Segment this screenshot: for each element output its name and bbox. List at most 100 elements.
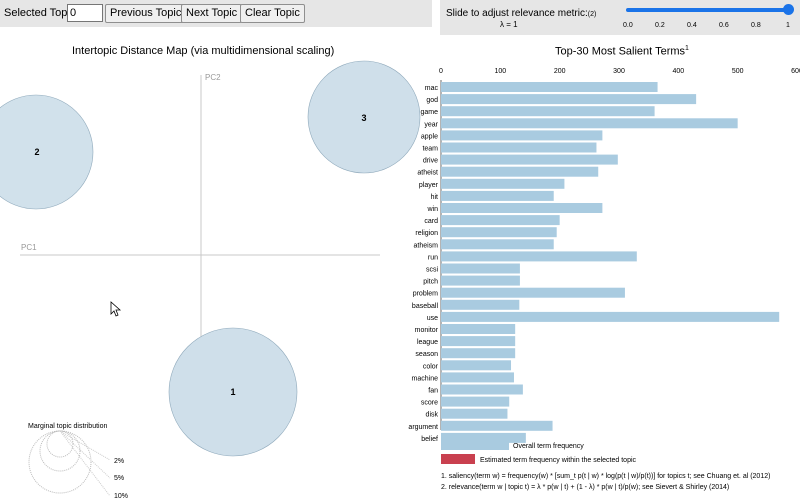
- bar-use[interactable]: [441, 311, 780, 322]
- bar-score[interactable]: [441, 396, 510, 407]
- term-label-team[interactable]: team: [422, 146, 438, 153]
- bar-apple[interactable]: [441, 130, 603, 141]
- bar-league[interactable]: [441, 336, 516, 347]
- topic-label-1: 1: [230, 387, 235, 397]
- x-tick-label: 0: [439, 68, 443, 75]
- term-label-religion[interactable]: religion: [415, 230, 438, 237]
- pc1-label: PC1: [21, 243, 37, 252]
- topic-circle-2[interactable]: [0, 94, 94, 210]
- relevance-slider-panel: Slide to adjust relevance metric:(2) λ =…: [440, 0, 800, 35]
- footnote-relevance: 2. relevance(term w | topic t) = λ * p(w…: [441, 484, 729, 491]
- relevance-slider-handle[interactable]: [783, 4, 794, 15]
- bar-god[interactable]: [441, 94, 697, 105]
- slider-tick: 0.8: [751, 22, 761, 29]
- x-tick-label: 200: [554, 68, 566, 75]
- bar-monitor[interactable]: [441, 324, 516, 334]
- term-label-season[interactable]: season: [415, 351, 438, 358]
- marginal-circle-2: [46, 430, 74, 458]
- bar-year[interactable]: [441, 118, 738, 129]
- term-label-hit[interactable]: hit: [431, 194, 438, 201]
- term-label-god[interactable]: god: [426, 97, 438, 104]
- bar-hit[interactable]: [441, 190, 554, 201]
- bar-color[interactable]: [441, 360, 512, 371]
- x-tick-label: 500: [732, 68, 744, 75]
- term-label-apple[interactable]: apple: [421, 133, 438, 140]
- bar-team[interactable]: [441, 142, 597, 153]
- bar-game[interactable]: [441, 106, 655, 117]
- term-label-year[interactable]: year: [424, 121, 438, 128]
- marginal-guide: [59, 430, 111, 461]
- marginal-circle-5: [39, 430, 81, 472]
- term-label-disk[interactable]: disk: [426, 412, 439, 419]
- term-label-league[interactable]: league: [417, 339, 438, 346]
- slider-tick: 0.4: [687, 22, 697, 29]
- term-label-atheism[interactable]: atheism: [413, 242, 438, 249]
- bar-season[interactable]: [441, 348, 516, 359]
- bar-atheist[interactable]: [441, 166, 599, 177]
- bar-player[interactable]: [441, 178, 565, 189]
- clear-topic-button[interactable]: Clear Topic: [240, 4, 305, 23]
- salient-terms-chart: 0 100 200 300 400 500 600 mac god game year apple te…: [408, 68, 800, 443]
- mouse-cursor-icon: [110, 301, 122, 317]
- term-label-win[interactable]: win: [426, 206, 438, 213]
- relevance-slider-track[interactable]: [626, 8, 788, 12]
- pc2-label: PC2: [205, 73, 221, 82]
- selected-topic-input[interactable]: [67, 4, 103, 22]
- slider-tick: 0.0: [623, 22, 633, 29]
- bar-scsi[interactable]: [441, 263, 520, 274]
- bar-card[interactable]: [441, 215, 560, 226]
- bar-problem[interactable]: [441, 287, 625, 298]
- term-label-color[interactable]: color: [423, 363, 439, 370]
- term-label-drive[interactable]: drive: [423, 158, 438, 165]
- x-tick-label: 400: [672, 68, 684, 75]
- next-topic-button[interactable]: Next Topic: [181, 4, 243, 23]
- bar-disk[interactable]: [441, 408, 508, 419]
- term-label-machine[interactable]: machine: [412, 375, 439, 382]
- topic-circle-1[interactable]: [168, 327, 298, 457]
- chart-legend: Overall term frequency Estimated term fr…: [441, 440, 770, 491]
- topic-label-2: 2: [34, 147, 39, 157]
- term-label-scsi[interactable]: scsi: [426, 267, 439, 274]
- term-label-belief[interactable]: belief: [421, 436, 438, 443]
- term-label-baseball[interactable]: baseball: [412, 303, 439, 310]
- term-label-player[interactable]: player: [419, 182, 439, 189]
- marginal-label-2: 2%: [114, 458, 124, 465]
- bar-win[interactable]: [441, 203, 603, 213]
- bar-drive[interactable]: [441, 154, 618, 165]
- term-label-atheist[interactable]: atheist: [417, 170, 438, 177]
- bar-fan[interactable]: [441, 384, 523, 395]
- bar-mac[interactable]: [441, 82, 658, 92]
- topic-label-3: 3: [361, 113, 366, 123]
- bar-baseball[interactable]: [441, 299, 520, 310]
- term-label-monitor[interactable]: monitor: [415, 327, 439, 334]
- footnote-saliency: 1. saliency(term w) = frequency(w) * [su…: [441, 473, 770, 480]
- term-label-use[interactable]: use: [427, 315, 438, 322]
- lambda-value: λ = 1: [500, 20, 518, 29]
- intertopic-map-title: Intertopic Distance Map (via multidimens…: [72, 45, 335, 57]
- term-label-pitch[interactable]: pitch: [423, 279, 438, 286]
- term-label-mac[interactable]: mac: [425, 85, 439, 92]
- term-label-run[interactable]: run: [428, 254, 438, 261]
- term-label-argument[interactable]: argument: [408, 424, 438, 431]
- term-label-score[interactable]: score: [421, 400, 438, 407]
- bar-religion[interactable]: [441, 227, 557, 238]
- bar-run[interactable]: [441, 251, 637, 262]
- term-label-game[interactable]: game: [420, 109, 438, 116]
- bar-belief[interactable]: [441, 432, 526, 443]
- previous-topic-button[interactable]: Previous Topic: [105, 4, 187, 23]
- slider-tick: 0.2: [655, 22, 665, 29]
- bar-machine[interactable]: [441, 372, 514, 383]
- bar-pitch[interactable]: [441, 275, 520, 286]
- bar-argument[interactable]: [441, 420, 553, 431]
- term-label-card[interactable]: card: [424, 218, 438, 225]
- relevance-label: Slide to adjust relevance metric:(2): [446, 8, 597, 19]
- term-label-problem[interactable]: problem: [413, 291, 438, 298]
- bar-atheism[interactable]: [441, 239, 554, 250]
- marginal-label-5: 5%: [114, 475, 124, 482]
- legend-swatch-topic: [441, 454, 475, 464]
- topic-circle-3[interactable]: [307, 60, 421, 174]
- marginal-guide: [59, 430, 111, 497]
- term-label-fan[interactable]: fan: [428, 388, 438, 395]
- marginal-title: Marginal topic distribution: [28, 423, 107, 430]
